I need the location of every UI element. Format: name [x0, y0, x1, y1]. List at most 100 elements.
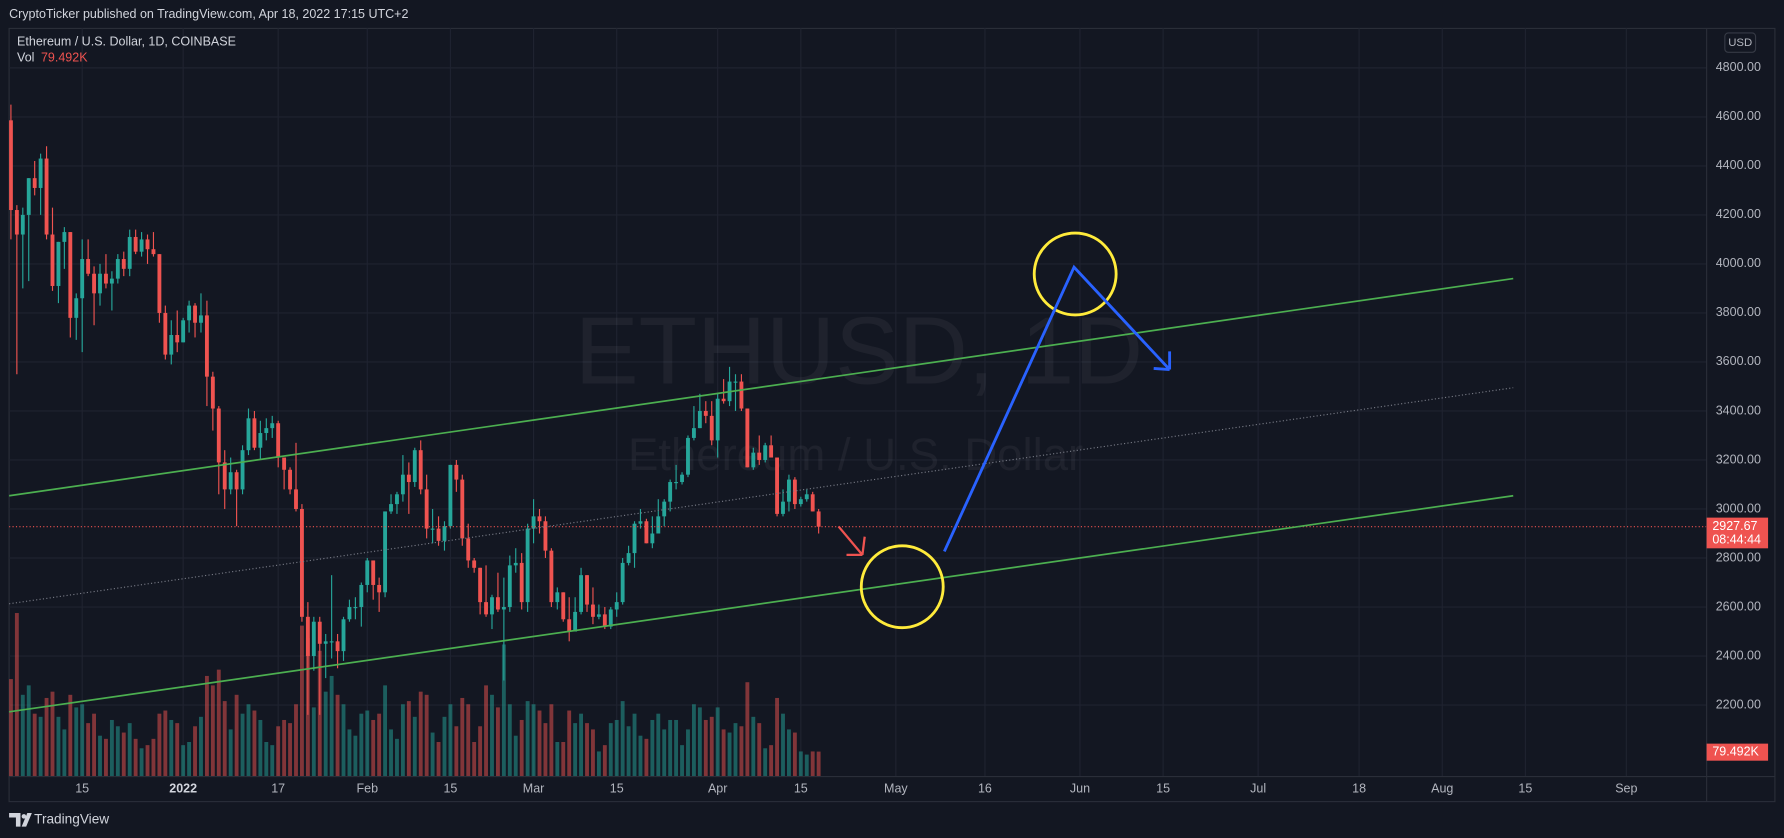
x-tick-label: Mar	[523, 781, 545, 795]
volume-bar	[38, 716, 43, 777]
candle-body	[38, 158, 43, 188]
candle-body	[430, 528, 435, 530]
channel-mid	[9, 387, 1514, 605]
candle-body	[490, 597, 494, 615]
volume-bar	[715, 707, 720, 777]
candle-body	[769, 445, 774, 458]
last-price-box	[1706, 517, 1769, 549]
x-tick-label: Jul	[1250, 781, 1266, 795]
candle-body	[406, 474, 411, 483]
footer-brand[interactable]: TradingView	[34, 811, 109, 826]
volume-pane	[9, 613, 821, 777]
candle-body	[626, 553, 631, 563]
volume-bar	[549, 704, 554, 777]
volume-bar	[620, 701, 625, 777]
candle-body	[234, 472, 239, 490]
candle-body	[454, 464, 459, 480]
header-text: CryptoTicker published on TradingView.co…	[9, 7, 408, 21]
red-arrow	[837, 525, 866, 557]
candle-body	[686, 437, 690, 475]
volume-bar	[424, 694, 429, 777]
volume-bar	[109, 719, 114, 777]
volume-bar	[626, 726, 631, 777]
candle-body	[703, 410, 708, 416]
candle-body	[614, 602, 619, 610]
candle-body	[484, 602, 488, 615]
volume-bar	[20, 694, 25, 777]
volume-bar	[674, 719, 679, 777]
candle-body	[317, 621, 322, 644]
volume-bar	[531, 704, 536, 777]
candle-body	[395, 494, 399, 505]
volume-bar	[222, 701, 227, 777]
volume-bar	[727, 732, 732, 777]
y-tick-label: 3600.00	[1716, 354, 1761, 368]
candle-body	[691, 428, 696, 438]
candle-body	[602, 614, 607, 627]
candle-body	[739, 381, 744, 409]
volume-bar	[703, 719, 708, 777]
volume-bar	[430, 732, 435, 777]
candle-body	[62, 232, 67, 242]
volume-legend-value: 79.492K	[41, 50, 88, 64]
x-tick-label: 15	[443, 781, 457, 795]
volume-bar	[365, 710, 370, 777]
candle-body	[276, 423, 281, 458]
volume-bar	[353, 735, 358, 777]
volume-bar	[810, 751, 815, 777]
candle-body	[341, 619, 346, 652]
candle-body	[472, 560, 477, 568]
volume-bar	[436, 741, 441, 777]
candle-body	[632, 523, 637, 554]
volume-bar	[691, 704, 696, 777]
volume-bar	[288, 723, 292, 777]
volume-bar	[68, 694, 73, 777]
currency-label[interactable]: USD	[1728, 37, 1752, 49]
volume-bar	[596, 751, 601, 777]
candle-body	[389, 504, 393, 512]
candle-body	[656, 516, 661, 534]
candle-body	[305, 616, 310, 657]
volume-bar	[632, 713, 637, 777]
y-tick-label: 4200.00	[1716, 207, 1761, 221]
candle-body	[418, 450, 423, 490]
volume-bar	[240, 713, 245, 777]
candle-body	[121, 259, 126, 269]
symbol-legend: Ethereum / U.S. Dollar, 1D, COINBASE	[17, 34, 236, 48]
volume-bar	[454, 726, 459, 777]
volume-bar	[80, 704, 85, 777]
volume-bar	[792, 732, 797, 777]
y-tick-label: 2400.00	[1716, 648, 1761, 662]
candle-body	[329, 641, 334, 643]
volume-bar	[442, 716, 447, 777]
candle-body	[228, 472, 233, 490]
volume-bar	[335, 694, 340, 777]
y-tick-label: 2200.00	[1716, 697, 1761, 711]
candle-body	[175, 334, 180, 343]
candle-body	[644, 521, 649, 544]
candle-body	[448, 464, 453, 527]
volume-bar	[798, 751, 803, 777]
volume-bar	[311, 707, 316, 777]
candle-body	[543, 521, 548, 551]
volume-bar	[668, 719, 673, 777]
candle-body	[222, 462, 227, 490]
volume-bar	[608, 723, 613, 777]
volume-bar	[56, 716, 61, 777]
candle-body	[133, 236, 138, 252]
candle-body	[680, 474, 684, 483]
candle-body	[323, 641, 328, 644]
candle-body	[104, 273, 108, 284]
candle-body	[377, 584, 382, 593]
volume-bar	[567, 710, 572, 777]
candle-body	[26, 178, 31, 215]
volume-bar	[638, 735, 643, 777]
volume-bar	[181, 745, 186, 777]
candle-body	[745, 408, 750, 468]
candle-body	[294, 489, 298, 509]
currency-button[interactable]	[1724, 32, 1757, 53]
volume-bar	[62, 729, 67, 777]
candle-body	[596, 614, 601, 617]
candle-body	[258, 433, 263, 448]
